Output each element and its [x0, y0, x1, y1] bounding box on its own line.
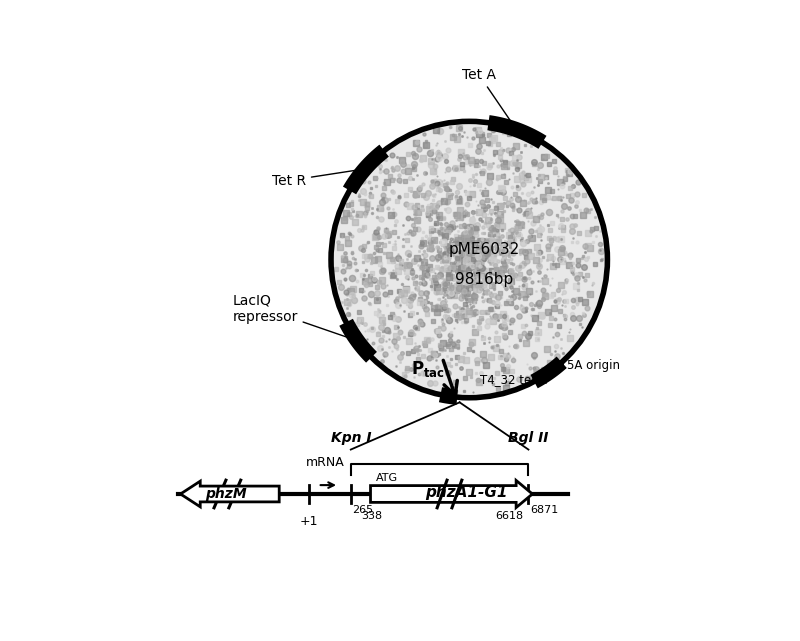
Text: $\mathbf{P_{tac}}$: $\mathbf{P_{tac}}$ — [411, 359, 445, 379]
FancyArrow shape — [181, 481, 279, 507]
Text: pME6032: pME6032 — [449, 242, 520, 257]
Text: 338: 338 — [361, 511, 382, 520]
Text: 6871: 6871 — [530, 505, 558, 515]
Text: p15A origin: p15A origin — [552, 359, 620, 372]
Text: 265: 265 — [352, 505, 374, 515]
Text: Kpn I: Kpn I — [330, 431, 371, 445]
Text: mRNA: mRNA — [306, 456, 345, 469]
Text: phzA1-G1: phzA1-G1 — [426, 485, 508, 501]
Text: LacIQ
repressor: LacIQ repressor — [232, 294, 354, 340]
Text: ATG: ATG — [375, 473, 398, 483]
Text: T4_32 term: T4_32 term — [480, 373, 547, 386]
Text: phzM: phzM — [206, 487, 247, 501]
Text: +1: +1 — [299, 515, 318, 528]
FancyArrow shape — [370, 480, 533, 508]
Circle shape — [331, 121, 607, 397]
Text: Tet R: Tet R — [272, 169, 362, 188]
Text: 6618: 6618 — [496, 511, 524, 520]
Text: 9816bp: 9816bp — [455, 272, 513, 287]
Text: Bgl II: Bgl II — [508, 431, 549, 445]
Text: Tet A: Tet A — [462, 68, 515, 128]
